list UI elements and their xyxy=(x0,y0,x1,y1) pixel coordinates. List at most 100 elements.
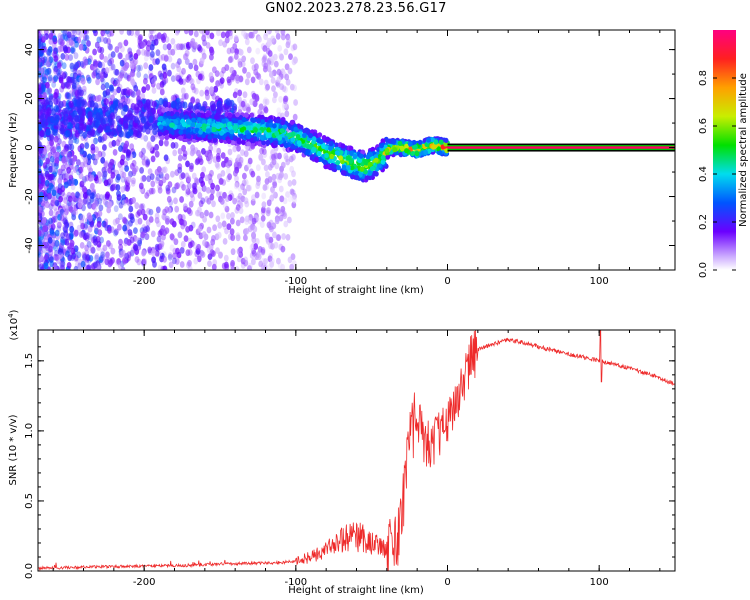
spectrogram-cell xyxy=(94,200,100,207)
ridge-cell xyxy=(334,150,340,156)
snr-x-axis: -200 -100 0 100 xyxy=(52,330,661,588)
spectrogram-cell xyxy=(38,58,42,66)
spectrogram-cell xyxy=(116,86,122,94)
spectrogram-cell xyxy=(123,64,128,72)
spectrogram-cell xyxy=(161,63,167,71)
spectrogram-cell xyxy=(61,156,66,164)
spectrogram-cell xyxy=(241,30,246,37)
spectrogram-cell xyxy=(72,67,78,75)
spectrogram-cell xyxy=(126,200,132,208)
spectrogram-cell xyxy=(102,244,108,252)
spectrogram-cell xyxy=(234,180,240,188)
ridge-cell xyxy=(323,164,329,170)
spectrogram-cell xyxy=(47,76,53,83)
spectrogram-cell xyxy=(68,157,74,165)
spectrogram-cell xyxy=(270,149,275,156)
spectrogram-cell xyxy=(105,125,111,133)
spectrogram-cell xyxy=(38,206,44,214)
spectrogram-cell xyxy=(38,191,44,199)
ridge-cell xyxy=(404,148,409,154)
ridge-cell xyxy=(227,121,232,127)
spectrogram-cell xyxy=(62,114,68,123)
spectrogram-cell xyxy=(185,76,191,83)
spectrogram-cell xyxy=(188,76,193,84)
spectrogram-cell xyxy=(147,168,153,176)
spectrogram-cell xyxy=(195,209,200,217)
spectrogram-cell xyxy=(199,211,205,219)
ridge-cell xyxy=(316,150,322,157)
spectrogram-cell xyxy=(146,105,152,113)
spectrogram-cell xyxy=(259,147,264,155)
spectrogram-cell xyxy=(85,254,91,262)
spectrogram-cell xyxy=(221,220,227,228)
spectrogram-cell xyxy=(86,40,91,47)
spectrogram-cell xyxy=(62,33,68,40)
ridge-cell xyxy=(417,139,423,145)
spectrogram-cell xyxy=(76,98,82,106)
spectrogram-cell xyxy=(120,186,126,193)
spectrogram-cell xyxy=(198,200,204,208)
spectrogram-cell xyxy=(94,254,99,262)
spectrogram-cell xyxy=(285,191,290,198)
spectrogram-cell xyxy=(68,100,74,108)
spectrogram-cell xyxy=(95,235,101,243)
spectrogram-cell xyxy=(51,189,57,197)
spectrogram-cell xyxy=(242,188,248,196)
ridge-cell xyxy=(311,136,317,142)
spectrogram-cell xyxy=(212,145,218,153)
spectrogram-cell xyxy=(254,95,260,102)
ridge-cell xyxy=(358,153,364,159)
spectrogram-cell xyxy=(87,214,93,222)
spectrogram-cell xyxy=(187,259,192,267)
spectrogram-cell xyxy=(278,52,284,60)
spectrogram-cell xyxy=(121,199,127,207)
spectrogram-cell xyxy=(237,185,243,192)
spectrogram-cell xyxy=(285,234,291,241)
ridge-cell xyxy=(230,140,236,146)
spectrogram-cell xyxy=(63,197,68,204)
spectrogram-cell xyxy=(138,182,144,190)
spectrogram-cell xyxy=(64,53,70,61)
spectrogram-cell xyxy=(249,243,255,251)
ridge-cell xyxy=(296,147,302,153)
spectrogram-cell xyxy=(76,168,81,176)
spectrogram-cell xyxy=(109,30,115,37)
spectrogram-cell xyxy=(244,200,250,208)
spectrogram-cell xyxy=(240,149,245,157)
spectrogram-cell xyxy=(45,128,51,136)
spectrogram-cell xyxy=(278,185,284,193)
spectrogram-cell xyxy=(94,120,100,128)
spectrogram-cell xyxy=(194,158,200,166)
spectrogram-cell xyxy=(60,53,66,60)
spectrogram-cell xyxy=(151,123,158,131)
spectrogram-cell xyxy=(119,59,125,67)
spectrogram-cell xyxy=(52,128,58,136)
spectrogram-cell xyxy=(143,226,148,234)
spectrogram-cell xyxy=(104,67,110,74)
spectrogram-cell xyxy=(72,84,78,91)
spectrogram-cell xyxy=(48,209,54,217)
spectrogram-cell xyxy=(118,52,123,60)
spectrogram-cell xyxy=(185,160,190,168)
spectrogram-cell xyxy=(240,183,245,191)
spectrogram-cell xyxy=(284,101,290,109)
spectrogram-cell xyxy=(58,195,63,203)
spectrogram-cell xyxy=(238,207,244,215)
spectrogram-cell xyxy=(42,76,48,84)
spectrogram-cell xyxy=(64,148,70,156)
spectrogram-cell xyxy=(141,258,147,266)
spectrogram-cell xyxy=(106,206,112,214)
ridge-cell xyxy=(275,118,281,124)
spectrogram-cell xyxy=(178,78,184,85)
spectrogram-cell xyxy=(43,237,49,245)
spectrogram-cell xyxy=(58,168,63,176)
spectrogram-cell xyxy=(127,89,133,96)
spectrogram-cell xyxy=(66,166,71,174)
spectrogram-cell xyxy=(109,158,115,166)
spectrogram-cell xyxy=(95,212,100,220)
spectrogram-cell xyxy=(162,71,168,79)
spectrogram-cell xyxy=(44,68,50,76)
spectrogram-cell xyxy=(222,223,228,231)
spectrogram-cell xyxy=(50,223,56,231)
spectrogram-cell xyxy=(106,240,111,247)
